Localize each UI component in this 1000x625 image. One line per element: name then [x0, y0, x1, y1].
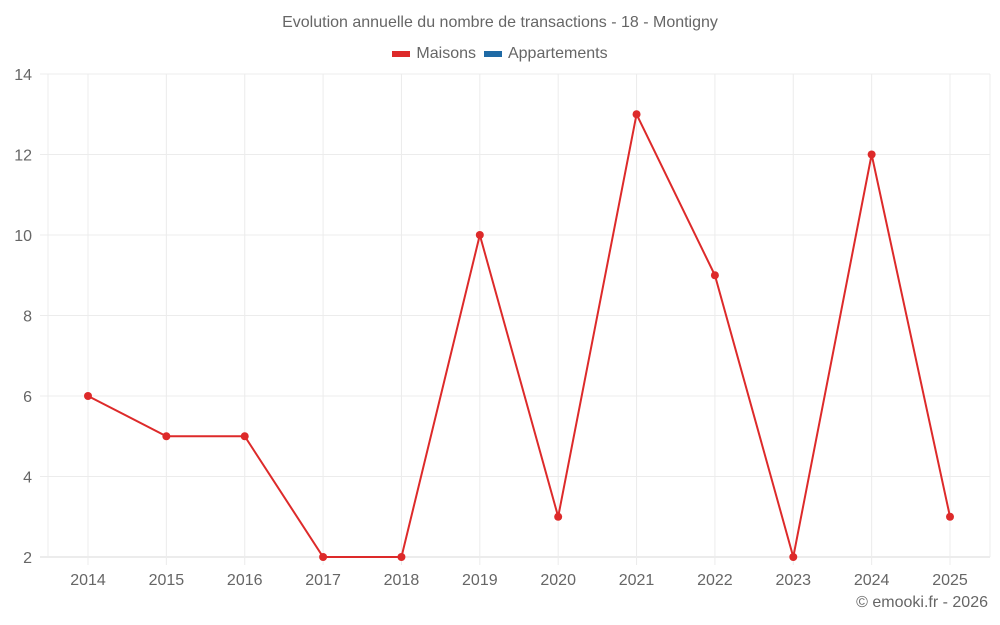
data-point: [397, 553, 406, 561]
legend-label-appartements: Appartements: [507, 45, 608, 62]
data-point: [162, 432, 171, 441]
credit-text: © emooki.fr - 2026: [856, 594, 988, 611]
x-tick-label: 2016: [227, 572, 263, 589]
data-point: [946, 512, 954, 521]
chart-title: Evolution annuelle du nombre de transact…: [282, 14, 718, 31]
data-point: [84, 392, 92, 400]
x-tick-label: 2015: [149, 572, 185, 589]
data-point: [632, 110, 641, 119]
data-point: [319, 553, 328, 561]
legend-item-appartements[interactable]: Appartements: [483, 45, 608, 63]
x-tick-label: 2019: [462, 572, 498, 589]
data-point: [475, 231, 484, 239]
data-point: [789, 553, 798, 561]
data-line: [87, 111, 951, 558]
legend-label-maisons: Maisons: [416, 45, 476, 62]
y-tick-label: 4: [23, 470, 32, 487]
series-maisons: [84, 110, 954, 561]
data-point: [240, 432, 249, 441]
legend: Maisons Appartements: [0, 45, 1000, 63]
x-tick-label: 2025: [932, 572, 968, 589]
x-tick-label: 2024: [854, 572, 890, 589]
legend-item-maisons[interactable]: Maisons: [392, 45, 476, 63]
x-tick-label: 2018: [384, 572, 420, 589]
y-tick-label: 10: [14, 228, 32, 245]
legend-swatch-maisons: [392, 51, 411, 57]
x-tick-label: 2021: [619, 572, 655, 589]
x-tick-label: 2022: [697, 572, 733, 589]
data-point: [710, 271, 719, 280]
x-axis: 2014 2015 2016 2017 2018 2019 2020 2021 2022 2023…: [70, 572, 968, 589]
data-point: [554, 512, 563, 521]
y-tick-label: 8: [23, 309, 32, 326]
y-axis: 2 4 6 8 10 12 14: [14, 67, 32, 567]
y-tick-label: 14: [14, 67, 32, 84]
y-tick-label: 12: [14, 148, 32, 165]
x-tick-label: 2014: [70, 572, 106, 589]
x-tick-label: 2020: [540, 572, 576, 589]
data-point: [867, 150, 876, 159]
legend-swatch-appartements: [483, 51, 502, 57]
x-tick-label: 2023: [775, 572, 811, 589]
y-tick-label: 6: [23, 389, 32, 406]
y-tick-label: 2: [23, 550, 32, 567]
x-tick-label: 2017: [305, 572, 341, 589]
grid-lines: [40, 73, 991, 565]
